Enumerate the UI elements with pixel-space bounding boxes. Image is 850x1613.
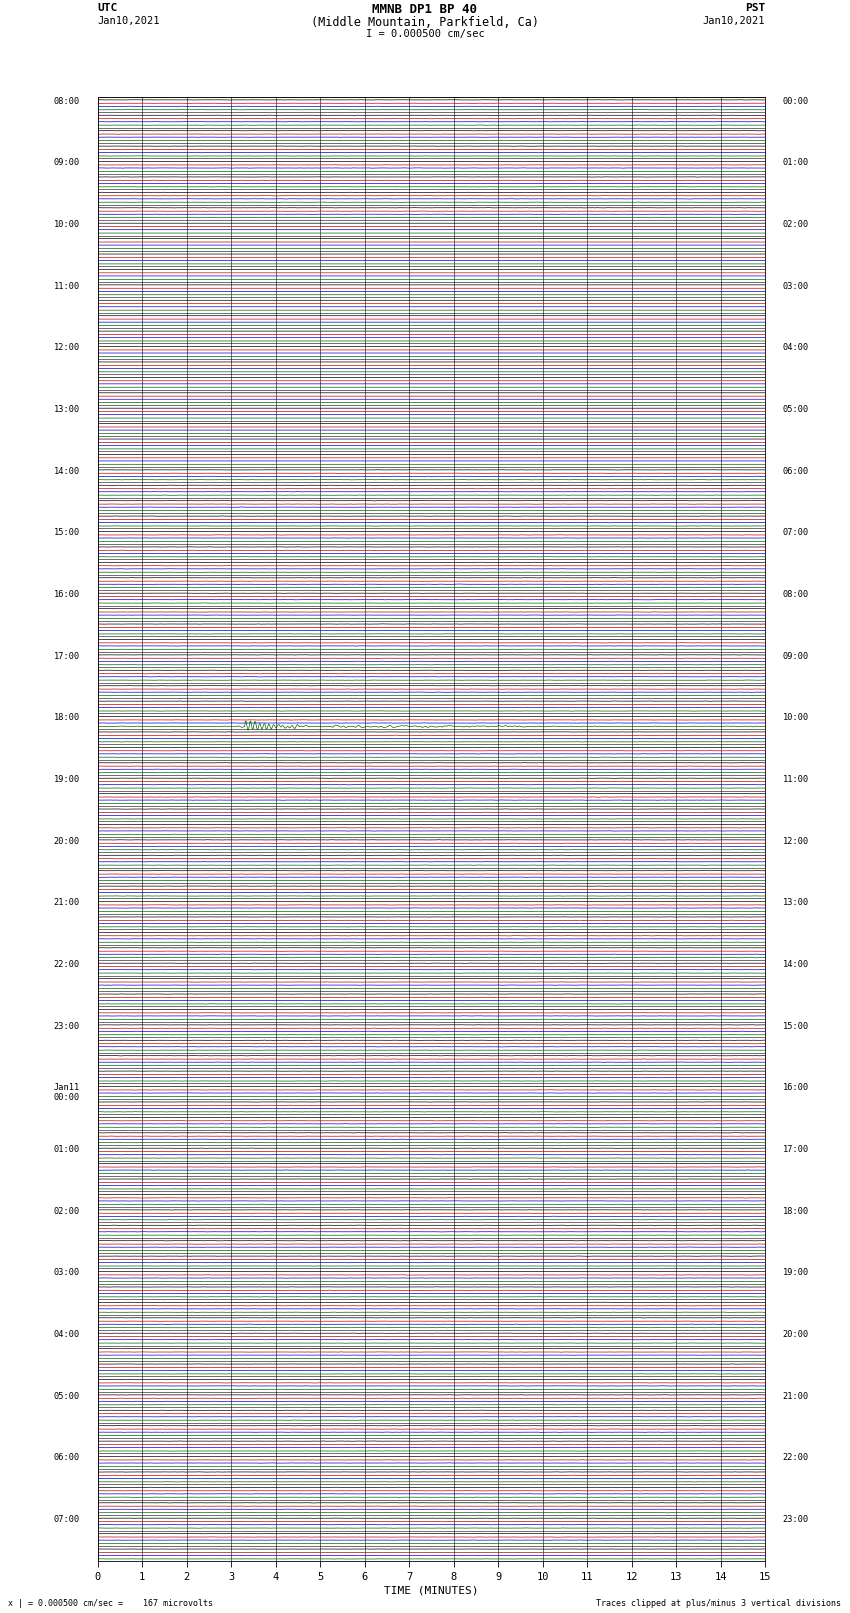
Text: 16:00: 16:00: [54, 590, 80, 598]
Text: 05:00: 05:00: [54, 1392, 80, 1400]
Text: 06:00: 06:00: [54, 1453, 80, 1463]
Text: 10:00: 10:00: [54, 219, 80, 229]
Text: 23:00: 23:00: [783, 1515, 809, 1524]
Text: 04:00: 04:00: [54, 1331, 80, 1339]
Text: PST: PST: [745, 3, 765, 13]
Text: 16:00: 16:00: [783, 1084, 809, 1092]
Text: 22:00: 22:00: [783, 1453, 809, 1463]
Text: Jan11
00:00: Jan11 00:00: [54, 1084, 80, 1102]
Text: 14:00: 14:00: [54, 466, 80, 476]
Text: 04:00: 04:00: [783, 344, 809, 353]
Text: 17:00: 17:00: [54, 652, 80, 661]
X-axis label: TIME (MINUTES): TIME (MINUTES): [384, 1586, 479, 1595]
Text: 10:00: 10:00: [783, 713, 809, 723]
Text: (Middle Mountain, Parkfield, Ca): (Middle Mountain, Parkfield, Ca): [311, 16, 539, 29]
Text: 20:00: 20:00: [54, 837, 80, 845]
Text: UTC: UTC: [98, 3, 118, 13]
Text: 02:00: 02:00: [54, 1207, 80, 1216]
Text: 09:00: 09:00: [783, 652, 809, 661]
Text: 05:00: 05:00: [783, 405, 809, 415]
Text: I = 0.000500 cm/sec: I = 0.000500 cm/sec: [366, 29, 484, 39]
Text: 13:00: 13:00: [54, 405, 80, 415]
Text: 03:00: 03:00: [54, 1268, 80, 1277]
Text: 18:00: 18:00: [54, 713, 80, 723]
Text: 03:00: 03:00: [783, 282, 809, 290]
Text: 22:00: 22:00: [54, 960, 80, 969]
Text: 01:00: 01:00: [783, 158, 809, 168]
Text: Traces clipped at plus/minus 3 vertical divisions: Traces clipped at plus/minus 3 vertical …: [597, 1598, 842, 1608]
Text: 11:00: 11:00: [783, 776, 809, 784]
Text: 21:00: 21:00: [54, 898, 80, 908]
Text: 23:00: 23:00: [54, 1021, 80, 1031]
Text: 19:00: 19:00: [783, 1268, 809, 1277]
Text: 12:00: 12:00: [54, 344, 80, 353]
Text: 15:00: 15:00: [54, 529, 80, 537]
Text: 12:00: 12:00: [783, 837, 809, 845]
Text: 15:00: 15:00: [783, 1021, 809, 1031]
Text: 08:00: 08:00: [54, 97, 80, 106]
Text: Jan10,2021: Jan10,2021: [98, 16, 161, 26]
Text: 09:00: 09:00: [54, 158, 80, 168]
Text: x | = 0.000500 cm/sec =    167 microvolts: x | = 0.000500 cm/sec = 167 microvolts: [8, 1598, 213, 1608]
Text: 21:00: 21:00: [783, 1392, 809, 1400]
Text: 11:00: 11:00: [54, 282, 80, 290]
Text: 14:00: 14:00: [783, 960, 809, 969]
Text: 19:00: 19:00: [54, 776, 80, 784]
Text: 20:00: 20:00: [783, 1331, 809, 1339]
Text: 08:00: 08:00: [783, 590, 809, 598]
Text: 07:00: 07:00: [54, 1515, 80, 1524]
Text: 02:00: 02:00: [783, 219, 809, 229]
Text: MMNB DP1 BP 40: MMNB DP1 BP 40: [372, 3, 478, 16]
Text: 13:00: 13:00: [783, 898, 809, 908]
Text: 01:00: 01:00: [54, 1145, 80, 1155]
Text: Jan10,2021: Jan10,2021: [702, 16, 765, 26]
Text: 06:00: 06:00: [783, 466, 809, 476]
Text: 00:00: 00:00: [783, 97, 809, 106]
Text: 18:00: 18:00: [783, 1207, 809, 1216]
Text: 07:00: 07:00: [783, 529, 809, 537]
Text: 17:00: 17:00: [783, 1145, 809, 1155]
